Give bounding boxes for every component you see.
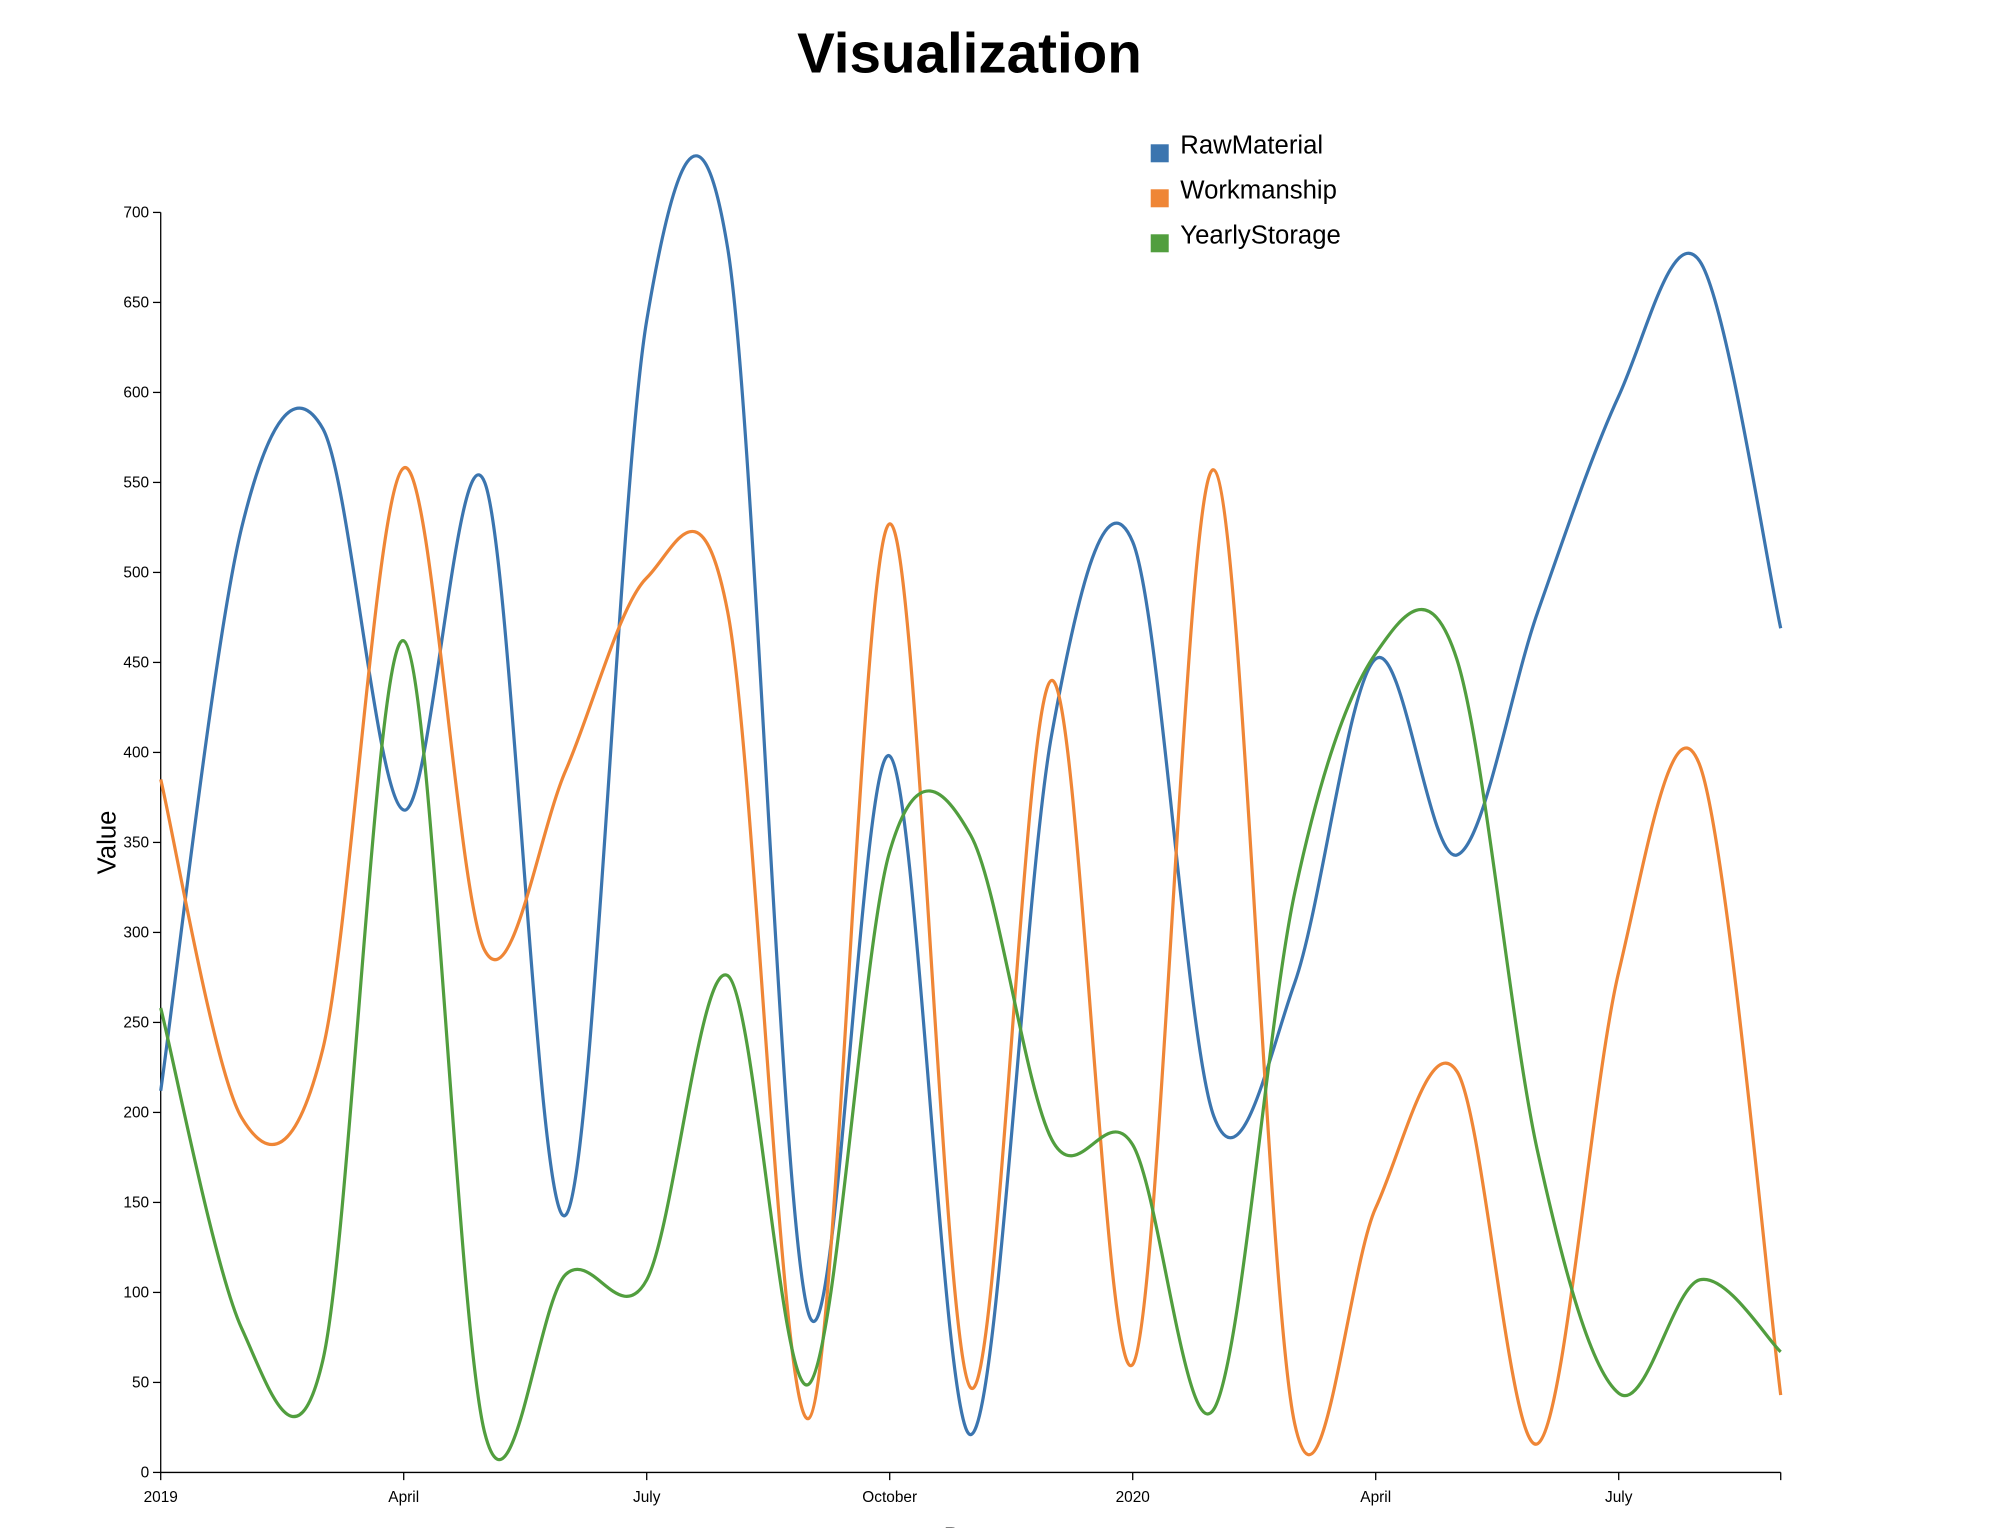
legend-swatch bbox=[1150, 234, 1169, 253]
x-tick-label: July bbox=[1605, 1489, 1633, 1506]
x-tick-label: April bbox=[388, 1489, 419, 1506]
y-tick-label: 400 bbox=[123, 745, 149, 762]
y-tick-label: 300 bbox=[123, 925, 149, 942]
y-tick-label: 250 bbox=[123, 1015, 149, 1032]
y-tick-label: 100 bbox=[123, 1285, 149, 1302]
y-tick-label: 0 bbox=[141, 1465, 150, 1482]
y-tick-label: 650 bbox=[123, 295, 149, 312]
legend-label: YearlyStorage bbox=[1180, 221, 1341, 249]
y-tick-label: 450 bbox=[123, 655, 149, 672]
x-tick-label: July bbox=[633, 1489, 661, 1506]
legend-swatch bbox=[1150, 144, 1169, 163]
legend-label: Workmanship bbox=[1180, 176, 1337, 204]
line-1 bbox=[159, 466, 1783, 1457]
legend-label: RawMaterial bbox=[1180, 131, 1323, 159]
x-axis-label: Date bbox=[944, 1524, 998, 1528]
y-tick-label: 500 bbox=[123, 565, 149, 582]
x-tick-label: October bbox=[862, 1489, 917, 1506]
y-tick-label: 550 bbox=[123, 475, 149, 492]
line-2 bbox=[159, 607, 1782, 1461]
legend-swatch bbox=[1150, 189, 1169, 208]
chart-title: Visualization bbox=[797, 21, 1142, 84]
y-axis-label: Value bbox=[94, 811, 122, 875]
y-tick-label: 50 bbox=[132, 1375, 149, 1392]
line-0 bbox=[159, 154, 1783, 1437]
x-tick-label: 2019 bbox=[144, 1489, 178, 1506]
y-tick-label: 150 bbox=[123, 1195, 149, 1212]
y-tick-label: 600 bbox=[123, 385, 149, 402]
x-tick-label: 2020 bbox=[1116, 1489, 1150, 1506]
y-tick-label: 700 bbox=[123, 205, 149, 222]
y-tick-label: 350 bbox=[123, 835, 149, 852]
x-tick-label: April bbox=[1360, 1489, 1391, 1506]
y-tick-label: 200 bbox=[123, 1105, 149, 1122]
